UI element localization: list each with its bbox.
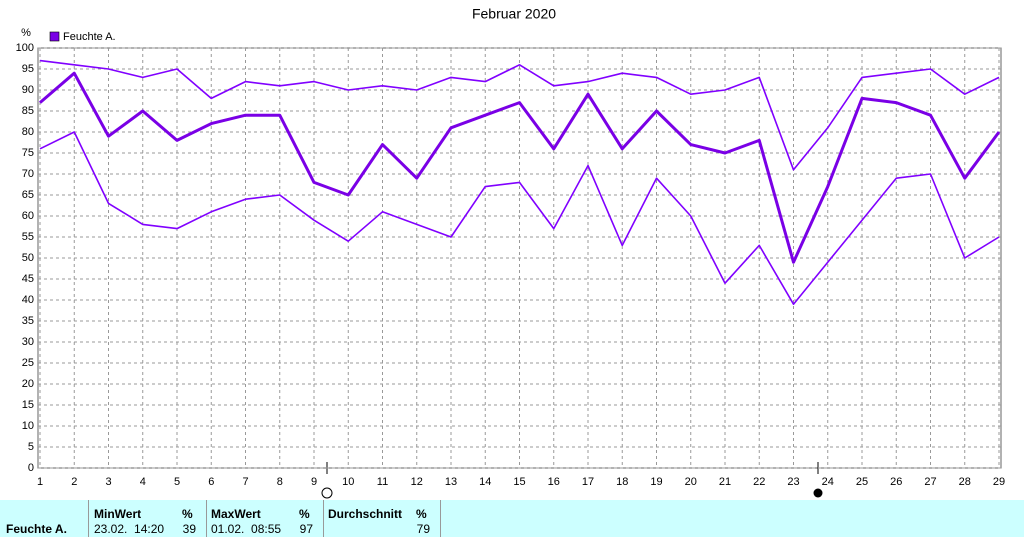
y-tick-label: 5 [28,441,34,453]
x-tick-label: 16 [548,476,560,488]
x-tick-label: 22 [753,476,765,488]
x-tick-label: 20 [685,476,697,488]
x-tick-label: 28 [959,476,971,488]
y-tick-label: 35 [22,315,34,327]
y-tick-label: 70 [22,168,34,180]
column-unit: % [416,507,427,521]
x-tick-label: 9 [311,476,317,488]
x-tick-label: 18 [616,476,628,488]
row-label: Feuchte A. [6,522,67,536]
start-marker [321,487,333,499]
x-tick-label: 11 [377,476,388,488]
y-tick-label: 15 [22,399,34,411]
y-tick-label: 30 [22,336,34,348]
timestamp: 23.02. 14:20 [94,522,165,536]
data-line [39,131,1000,306]
y-tick-label: 45 [22,273,34,285]
x-tick-label: 19 [650,476,662,488]
y-axis-label: % [21,27,31,39]
x-tick-label: 27 [924,476,936,488]
x-tick-label: 8 [277,476,283,488]
y-tick-label: 20 [22,378,34,390]
y-tick-label: 95 [22,63,34,75]
y-tick-label: 25 [22,357,34,369]
column-unit: % [299,507,310,521]
data-line [39,59,1000,171]
column-unit: % [182,507,193,521]
y-tick-label: 85 [22,105,34,117]
x-tick-label: 25 [856,476,868,488]
y-tick-label: 10 [22,420,34,432]
column-header: MinWert [94,507,142,521]
y-tick-label: 100 [16,42,34,54]
x-tick-label: 17 [582,476,594,488]
y-tick-label: 90 [22,84,34,96]
x-tick-label: 26 [890,476,902,488]
x-tick-label: 2 [71,476,77,488]
cell-value: 97 [299,522,313,536]
y-tick-label: 40 [22,294,34,306]
x-tick-label: 1 [37,476,43,488]
x-tick-label: 21 [719,476,731,488]
summary-table: Feuchte A. MinWert% 23.02. 14:20 39 MaxWert… [0,500,1024,537]
separator [323,500,324,537]
timestamp: 01.02. 08:55 [211,522,282,536]
x-tick-label: 15 [513,476,525,488]
y-tick-label: 75 [22,147,34,159]
x-tick-label: 6 [208,476,214,488]
legend-label: Feuchte A. [63,31,116,43]
y-tick-label: 60 [22,210,34,222]
x-tick-label: 29 [993,476,1005,488]
x-tick-label: 14 [479,476,491,488]
y-tick-label: 65 [22,189,34,201]
x-tick-label: 24 [822,476,834,488]
y-tick-label: 50 [22,252,34,264]
cell-value: 39 [182,522,196,536]
separator [206,500,207,537]
x-tick-label: 7 [242,476,248,488]
legend-swatch [49,31,60,42]
y-tick-label: 80 [22,126,34,138]
x-tick-label: 3 [105,476,111,488]
y-tick-label: 55 [22,231,34,243]
x-tick-label: 23 [787,476,799,488]
end-marker [813,488,823,498]
x-tick-label: 13 [445,476,457,488]
x-tick-label: 5 [174,476,180,488]
column-header: MaxWert [211,507,261,521]
chart: Februar 2020 % 0510152025303540455055606… [16,6,1005,499]
column-header: Durchschnitt [328,507,403,521]
chart-title: Februar 2020 [472,6,556,22]
data-line [39,71,1001,264]
y-tick-label: 0 [28,462,34,474]
x-tick-label: 12 [411,476,423,488]
cell-value: 79 [416,522,430,536]
x-tick-label: 4 [140,476,146,488]
separator [440,500,441,537]
separator [88,500,89,537]
x-tick-label: 10 [342,476,354,488]
